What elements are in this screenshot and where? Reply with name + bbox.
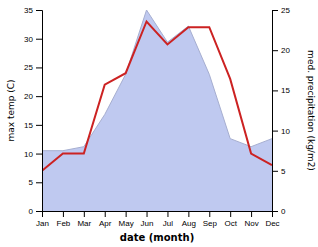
temp-line — [42, 21, 272, 170]
tick-label: Jan — [36, 219, 49, 228]
tick-label: 20 — [281, 46, 290, 55]
tick: Apr — [99, 211, 112, 228]
tick: Jun — [141, 211, 154, 228]
tick: 10 — [24, 150, 42, 159]
tick-mark — [188, 211, 189, 217]
tick-label: Nov — [244, 219, 258, 228]
tick: 0 — [272, 207, 286, 216]
tick-mark — [105, 211, 106, 217]
axis-line — [36, 11, 43, 212]
y2-axis: 0 5 10 15 20 25 — [272, 6, 290, 216]
tick: Aug — [182, 211, 196, 228]
tick-mark — [167, 211, 168, 217]
tick-label: Sep — [203, 219, 218, 228]
tick-mark — [63, 211, 64, 217]
precip-outline — [42, 10, 272, 151]
tick: 15 — [24, 121, 42, 130]
tick-mark — [84, 211, 85, 217]
tick-mark — [36, 182, 42, 183]
tick: 5 — [272, 167, 286, 176]
tick-mark — [36, 39, 42, 40]
plot: JanFebMarAprMayJunJulAugSepOctNovDec0510… — [6, 6, 316, 243]
tick-mark — [36, 67, 42, 68]
tick: 20 — [24, 92, 42, 101]
tick-label: Jul — [163, 219, 173, 228]
tick-mark — [272, 131, 278, 132]
tick: 30 — [24, 35, 42, 44]
tick-mark — [272, 211, 278, 212]
axis-line — [273, 11, 279, 212]
tick-mark — [36, 125, 42, 126]
tick: Nov — [244, 211, 258, 228]
tick-mark — [251, 211, 252, 217]
tick-label: 5 — [29, 178, 34, 187]
tick-mark — [126, 211, 127, 217]
tick-label: 20 — [24, 92, 33, 101]
tick-label: Mar — [77, 219, 91, 228]
tick-label: 10 — [24, 150, 33, 159]
tick-label: Jun — [141, 219, 154, 228]
tick: 25 — [24, 63, 42, 72]
tick: 0 — [29, 207, 42, 216]
tick: 35 — [24, 6, 42, 15]
tick-label: Feb — [57, 219, 71, 228]
tick: 15 — [272, 86, 290, 95]
tick-label: Aug — [182, 219, 196, 228]
tick-label: Apr — [99, 219, 112, 228]
chart: JanFebMarAprMayJunJulAugSepOctNovDec0510… — [0, 0, 318, 247]
tick-mark — [36, 211, 42, 212]
tick-label: Dec — [265, 219, 279, 228]
tick-label: 25 — [281, 6, 290, 15]
tick-label: 0 — [281, 207, 286, 216]
tick: 25 — [272, 6, 290, 15]
tick-mark — [36, 96, 42, 97]
x-axis: Jan Feb Mar Apr May Jun Jul Aug Sep Oct Nov Dec — [36, 211, 280, 228]
tick-mark — [36, 154, 42, 155]
tick-label: 25 — [24, 63, 33, 72]
tick: Oct — [224, 211, 237, 228]
tick-label: 15 — [281, 86, 290, 95]
tick-label: 35 — [24, 6, 33, 15]
y-axis-title: max temp (C) — [6, 79, 16, 141]
tick: 10 — [272, 127, 290, 136]
precip-area — [42, 10, 272, 211]
tick-label: Oct — [224, 219, 237, 228]
tick-mark — [272, 10, 278, 11]
y2-axis-title: med. precipitation (kg/m2) — [306, 50, 316, 171]
tick: Jul — [163, 211, 173, 228]
tick-mark — [272, 171, 278, 172]
tick-label: 30 — [24, 35, 33, 44]
tick-mark — [209, 211, 210, 217]
tick: Feb — [57, 211, 71, 228]
tick-label: 10 — [281, 127, 290, 136]
tick-mark — [272, 50, 278, 51]
tick-label: 5 — [281, 167, 286, 176]
tick: May — [119, 211, 134, 228]
tick-mark — [36, 10, 42, 11]
tick-label: May — [119, 219, 134, 228]
tick-mark — [147, 211, 148, 217]
tick: 5 — [29, 178, 42, 187]
x-axis-title: date (month) — [120, 232, 194, 243]
y-axis: 0 5 10 15 20 25 30 35 — [24, 6, 42, 216]
tick: Dec — [265, 211, 279, 228]
tick: 20 — [272, 46, 290, 55]
tick-mark — [230, 211, 231, 217]
tick-label: 15 — [24, 121, 33, 130]
marks — [42, 10, 272, 211]
tick: Jan — [36, 211, 49, 228]
tick: Mar — [77, 211, 91, 228]
axis-line — [43, 212, 273, 218]
tick: Sep — [203, 211, 218, 228]
tick-label: 0 — [29, 207, 34, 216]
tick-mark — [272, 90, 278, 91]
